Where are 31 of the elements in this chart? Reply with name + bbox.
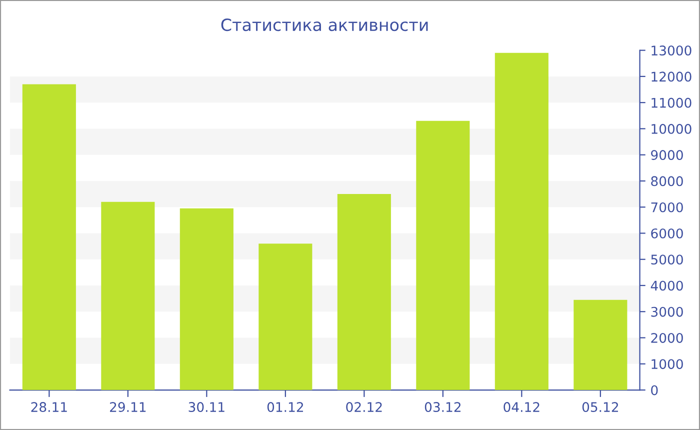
y-tick-label: 9000 [651, 150, 683, 160]
y-tick-label: 5000 [651, 254, 683, 265]
x-tick-label: 02.12 [346, 402, 382, 412]
y-tick-label: 1000 [652, 359, 683, 370]
bar [180, 208, 234, 390]
x-tick-label: 05.12 [582, 402, 618, 412]
y-tick-label: 3000 [651, 306, 683, 317]
y-tick-label: 0 [651, 385, 658, 396]
y-tick-label: 10000 [652, 124, 692, 134]
y-tick-label: 8000 [651, 176, 683, 186]
y-tick-label: 4000 [650, 280, 683, 291]
bar [416, 120, 470, 390]
y-tick-label: 2000 [651, 332, 683, 343]
x-tick-label: 04.12 [504, 402, 540, 412]
y-tick-label: 13000 [652, 46, 692, 56]
x-tick-label: 30.11 [188, 402, 224, 412]
bar [258, 244, 312, 390]
x-tick-label: 29.11 [110, 402, 146, 412]
x-tick-label: 01.12 [267, 402, 303, 412]
x-tick-label: 28.11 [31, 402, 67, 412]
y-tick-label: 11000 [652, 98, 692, 108]
bar [337, 194, 391, 390]
y-tick-label: 7000 [651, 202, 683, 212]
y-tick-label: 12000 [652, 72, 692, 82]
bar [101, 202, 155, 390]
bar [574, 300, 628, 390]
y-tick-label: 6000 [651, 228, 683, 238]
bar [494, 52, 548, 390]
chart-title: Статистика активности [221, 18, 428, 32]
x-tick-label: 03.12 [424, 402, 460, 412]
bar [22, 84, 76, 390]
